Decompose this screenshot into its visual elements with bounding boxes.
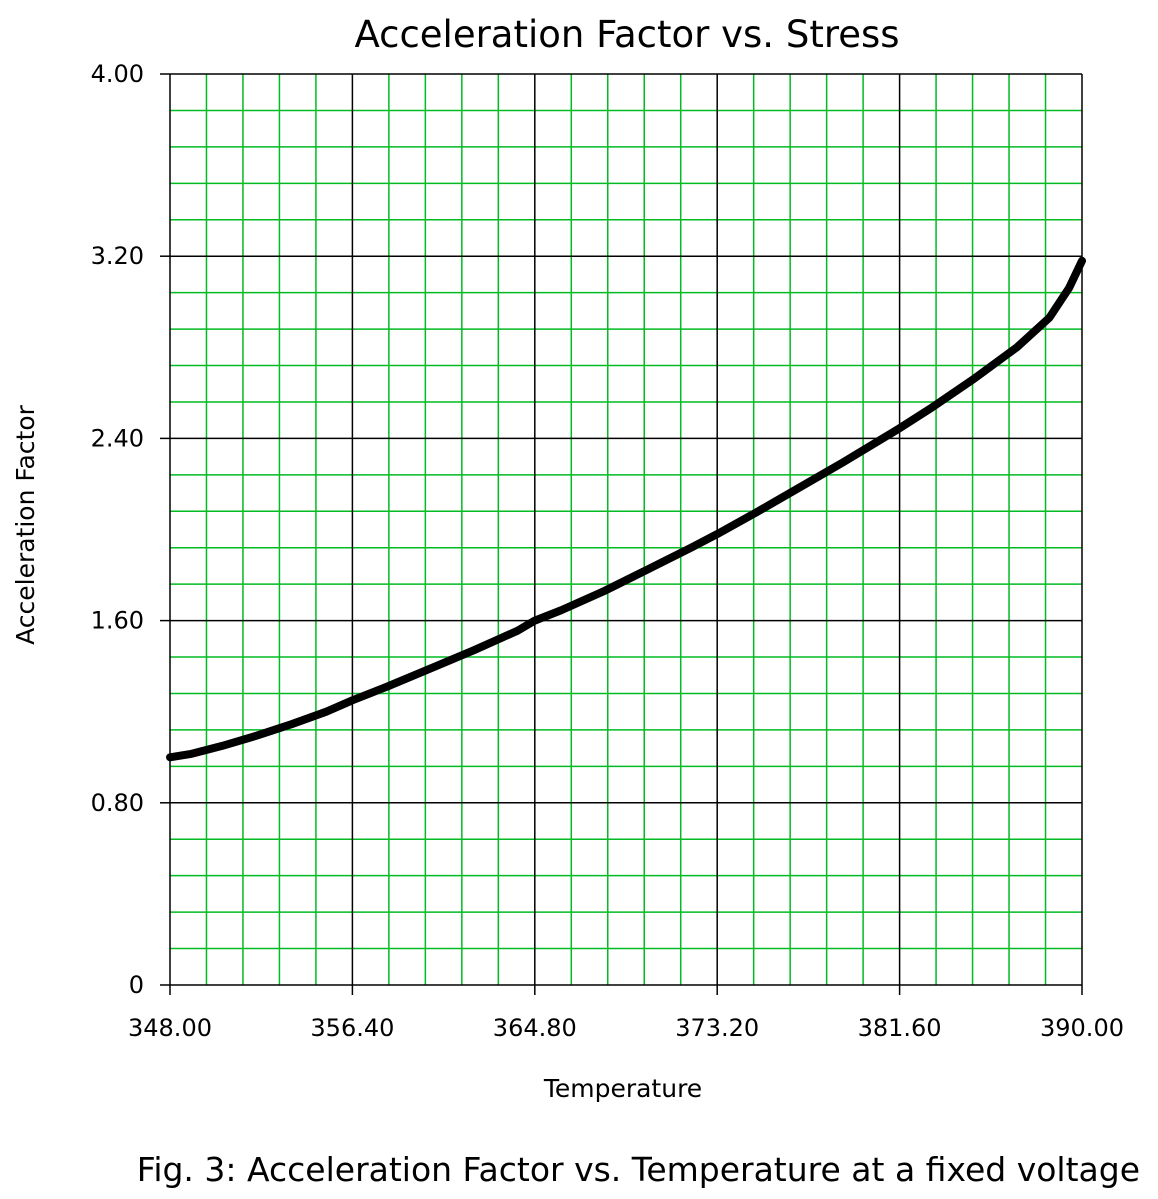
acceleration-chart: Acceleration Factor vs. Stress 348.00 356…	[11, 13, 1124, 1103]
figure-caption: Fig. 3: Acceleration Factor vs. Temperat…	[136, 1150, 1140, 1189]
x-axis-label: Temperature	[543, 1074, 702, 1103]
x-tick-label: 373.20	[675, 1014, 759, 1042]
y-tick-label: 4.00	[91, 60, 144, 88]
chart-title: Acceleration Factor vs. Stress	[354, 13, 899, 56]
axis-ticks: 348.00 356.40 364.80 373.20 381.60 390.00 0 0.8…	[91, 60, 1124, 1042]
series-layer	[166, 256, 1086, 762]
y-tick-label: 0.80	[91, 789, 144, 817]
y-tick-label: 1.60	[91, 607, 144, 635]
y-axis-label: Acceleration Factor	[11, 404, 40, 645]
x-tick-label: 381.60	[858, 1014, 942, 1042]
y-tick-label: 3.20	[91, 242, 144, 270]
x-tick-label: 364.80	[493, 1014, 577, 1042]
y-tick-label: 0	[129, 971, 144, 999]
x-tick-label: 348.00	[128, 1014, 212, 1042]
major-gridlines	[169, 73, 1083, 986]
minor-gridlines	[170, 74, 1082, 985]
x-tick-label: 390.00	[1040, 1014, 1124, 1042]
series-line	[166, 256, 1086, 762]
x-tick-label: 356.40	[310, 1014, 394, 1042]
y-tick-label: 2.40	[91, 424, 144, 452]
